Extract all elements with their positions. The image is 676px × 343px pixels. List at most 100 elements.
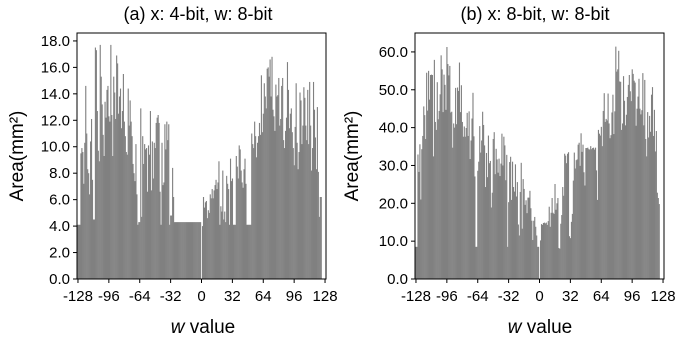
panel-a-bar [289,113,291,280]
panel-a-bar [197,222,199,279]
panel-b-bar [482,111,484,279]
panel-a-bar [233,224,235,279]
panel-b-bar [588,149,590,279]
panel-b-bar [655,131,657,279]
panel-b-bar [565,155,567,279]
panel-a-bar [284,148,286,279]
panel-a-bar [95,50,97,279]
panel-b-bar [581,151,583,279]
panel-b-bar [457,90,460,280]
panel-a-bar [247,224,249,279]
panel-a-bar [117,63,119,279]
panel-b-bar [611,112,613,279]
panel-b-bar [648,137,650,279]
panel-a-bar [211,189,213,279]
panel-a-x-tick-label: -64 [129,288,151,305]
panel-b-bar [585,148,587,279]
panel-a-bar [119,88,122,279]
panel-b-bar [593,147,595,279]
panel-b-bar [488,163,490,279]
panel-b-bar [608,123,610,279]
panel-b-bar [623,100,626,280]
panel-b-bar [612,94,614,279]
panel-b-bar [639,108,641,279]
panel-a-bar [125,152,127,279]
panel-b-bar [614,111,616,279]
panel-a-bar [198,222,200,279]
panel-a-bar [85,85,87,280]
panel-b-bar [539,240,542,279]
panel-a-bar [161,142,163,279]
panel-b-bar [641,110,643,280]
panel-b-bar [650,94,653,279]
panel-a-bar [164,124,166,279]
panel-b-bar [630,101,632,280]
panel-a-bar [106,89,108,280]
panel-b-bar [622,123,624,279]
panel-a-bar [297,169,299,279]
panel-b-bar [542,222,544,279]
panel-b-bar [631,69,633,279]
panel-a-bar [151,141,153,279]
panel-a-bar [229,158,232,279]
panel-b-bar [479,126,481,279]
panel-b-bar [573,152,575,279]
panel-a-bar [148,154,151,279]
panel-a: (a) x: 4-bit, w: 8-bit 0.0 2.0 4.0 6.0 8.0 10… [7,4,338,338]
panel-a-bar [166,121,168,279]
panel-a-bar [162,185,164,279]
panel-a-bar [141,216,143,279]
panel-b-bar [583,172,585,279]
panel-a-bar [258,122,261,279]
panel-a-bar [113,76,115,280]
panel-b-bar [435,129,437,279]
panel-b-bar [477,170,479,279]
panel-a-x-tick-label: 96 [286,288,303,305]
panel-a-bar [221,211,223,279]
panel-a-bar [147,145,150,279]
panel-b-bar [620,81,622,279]
panel-a-bar [208,212,210,279]
panel-b-bar [586,148,588,279]
panel-b-bar [465,127,467,280]
panel-b-bar [416,246,418,279]
panel-b-bar [481,140,483,279]
panel-b-bar [528,197,530,279]
panel-a-bar [298,152,300,279]
panel-a-bar [92,219,95,279]
panel-a-bar [288,128,290,279]
panel-a-bar [157,115,159,279]
panel-a-x-axis-label-unit: value [185,317,236,338]
panel-b-bar [515,196,517,279]
panel-b-y-tick-label: 60.0 [379,44,408,61]
panel-b-bar [582,144,584,279]
panel-a-bar [286,62,289,279]
panel-b-bar [643,125,645,279]
panel-b-bar [634,82,636,279]
panel-a-bar [100,76,102,280]
panel-b-bar [628,75,630,279]
panel-b-bar [501,133,503,279]
panel-b-bar [624,125,627,279]
panel-b-bar [489,160,491,279]
panel-b-y-tick-label: 20.0 [379,195,408,212]
panel-a-bar [78,224,80,279]
panel-a-x-axis-label-var: w [171,317,186,338]
panel-a-bar [178,222,180,279]
panel-b-bar [447,64,449,279]
panel-a-bar [122,74,124,279]
panel-a-bar [311,170,313,279]
panel-a-bar [263,83,265,279]
panel-b-bar [546,224,548,279]
panel-a-bar [215,179,217,279]
panel-a-bar [320,197,322,279]
panel-a-bar [160,224,162,279]
panel-b-x-tick-label: -96 [436,288,458,305]
panel-b-bar [422,135,424,279]
panel-a-bar [173,197,175,279]
panel-a-bar [165,149,167,279]
panel-a-bar [257,136,260,279]
panel-b-bar [604,121,606,279]
panel-b-x-tick-label: 96 [624,288,641,305]
